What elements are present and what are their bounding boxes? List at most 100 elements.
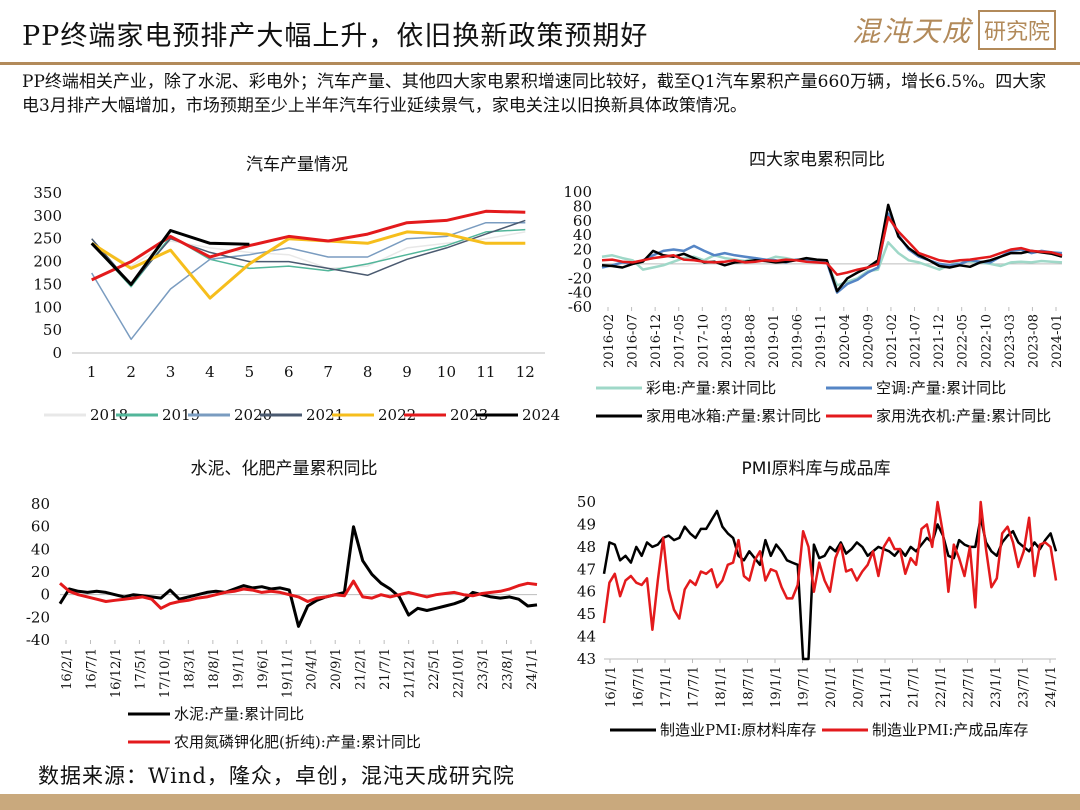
x-tick-label: 21/12/1: [403, 648, 418, 698]
y-tick-label: 46: [577, 583, 596, 601]
y-tick-label: 60: [573, 212, 592, 230]
x-tick-label: 18/8/1: [207, 648, 222, 690]
x-tick-label: 11: [476, 363, 495, 381]
x-tick-label: 2016-02: [602, 314, 617, 368]
y-tick-label: 0: [40, 586, 50, 604]
y-tick-label: 60: [31, 518, 50, 536]
x-tick-label: 23/7/1: [1017, 666, 1032, 708]
legend-label: 制造业PMI:产成品库存: [872, 721, 1028, 739]
chart-title: 水泥、化肥产量累积同比: [191, 459, 378, 479]
legend-label: 彩电:产量:累计同比: [646, 379, 776, 397]
x-tick-label: 8: [363, 363, 373, 381]
legend-label: 2022: [378, 406, 416, 424]
series-line-1: [58, 525, 538, 628]
y-tick-label: 100: [563, 183, 592, 201]
x-tick-label: 16/2/1: [60, 648, 75, 690]
y-tick-label: -40: [26, 631, 50, 649]
chart-legend: 2018 2019 2020 2021 2022 2023 2024: [44, 406, 560, 424]
y-tick-label: 300: [33, 207, 62, 225]
y-tick-label: 20: [573, 241, 592, 259]
y-tick-label: 50: [43, 321, 62, 339]
x-tick-label: 2021-12: [932, 314, 947, 368]
chart-4: PMI原料库与成品库 43 44 45 46 47 48 49 50 16/1/1 16/7/1 17…: [577, 459, 1059, 739]
x-tick-label: 21/1/1: [879, 666, 894, 708]
x-tick-label: 21/7/1: [907, 666, 922, 708]
x-tick-label: 16/7/1: [632, 666, 647, 708]
x-tick-label: 2024-01: [1050, 314, 1065, 368]
y-tick-label: -20: [26, 608, 50, 626]
x-tick-label: 6: [284, 363, 294, 381]
x-tick-label: 2: [126, 363, 136, 381]
series-line-4: [601, 215, 1063, 276]
x-tick-label: 19/1/1: [769, 666, 784, 708]
series-line-3: [601, 203, 1063, 293]
x-tick-label: 22/7/1: [962, 666, 977, 708]
x-tick-label: 1: [87, 363, 97, 381]
y-tick-label: 200: [33, 253, 62, 271]
x-tick-label: 18/1/1: [714, 666, 729, 708]
x-tick-label: 20/9/1: [329, 648, 344, 690]
x-tick-label: 7: [323, 363, 333, 381]
x-tick-label: 21/7/1: [378, 648, 393, 690]
chart-legend: 制造业PMI:原材料库存 制造业PMI:产成品库存: [610, 721, 1028, 739]
x-tick-label: 17/7/1: [687, 666, 702, 708]
legend-label: 空调:产量:累计同比: [876, 379, 1006, 397]
legend-label: 2023: [450, 406, 488, 424]
legend-label: 2021: [306, 406, 344, 424]
legend-label: 2018: [90, 406, 128, 424]
series-line-6: [91, 209, 526, 282]
x-tick-label: 17/5/1: [133, 648, 148, 690]
x-tick-label: 2018-03: [720, 314, 735, 368]
chart-title: PMI原料库与成品库: [742, 459, 891, 479]
y-tick-label: 40: [573, 226, 592, 244]
series-line-4: [91, 219, 526, 286]
logo-box-text: 研究院: [977, 10, 1056, 50]
series-line-2: [602, 500, 1058, 632]
y-tick-label: 80: [573, 197, 592, 215]
chart-3: 水泥、化肥产量累积同比 -40 -20 0 20 40 60 80 16/2/1 16/7/1 16…: [26, 459, 540, 751]
legend-label: 2019: [162, 406, 200, 424]
x-tick-label: 19/1/1: [231, 648, 246, 690]
footer-band: [0, 794, 1080, 810]
chart-title: 四大家电累积同比: [749, 150, 885, 170]
x-tick-label: 24/1/1: [1044, 666, 1059, 708]
y-tick-label: -20: [568, 269, 592, 287]
x-tick-label: 18/7/1: [742, 666, 757, 708]
x-tick-label: 2023-08: [1026, 314, 1041, 368]
x-tick-label: 20/7/1: [852, 666, 867, 708]
x-tick-label: 21/2/1: [354, 648, 369, 690]
legend-label: 2024: [522, 406, 560, 424]
x-tick-label: 23/8/1: [501, 648, 516, 690]
x-tick-label: 17/1/1: [659, 666, 674, 708]
y-tick-label: 80: [31, 495, 50, 513]
y-tick-label: 40: [31, 540, 50, 558]
x-tick-label: 23/3/1: [476, 648, 491, 690]
x-tick-label: 16/7/1: [84, 648, 99, 690]
x-tick-label: 18/3/1: [182, 648, 197, 690]
title-divider: [0, 62, 1080, 65]
y-tick-label: -60: [568, 298, 592, 316]
legend-label: 水泥:产量:累计同比: [174, 705, 304, 723]
x-tick-label: 2019-06: [791, 314, 806, 368]
x-tick-label: 2023-03: [1003, 314, 1018, 368]
legend-label: 家用洗衣机:产量:累计同比: [876, 407, 1051, 425]
legend-label: 家用电冰箱:产量:累计同比: [646, 407, 821, 425]
x-tick-label: 2018-08: [743, 314, 758, 368]
x-tick-label: 17/10/1: [158, 648, 173, 698]
series-line-7: [90, 229, 250, 286]
legend-label: 2020: [234, 406, 272, 424]
x-tick-label: 2021-07: [909, 314, 924, 368]
y-tick-label: 47: [577, 560, 596, 578]
y-tick-label: 250: [33, 230, 62, 248]
page-title: PP终端家电预排产大幅上升，依旧换新政策预期好: [22, 21, 649, 52]
x-tick-label: 20/4/1: [305, 648, 320, 690]
x-tick-label: 2020-09: [861, 314, 876, 368]
x-tick-label: 22/10/1: [452, 648, 467, 698]
y-tick-label: 43: [577, 650, 596, 668]
x-tick-label: 20/1/1: [824, 666, 839, 708]
x-tick-label: 16/12/1: [109, 648, 124, 698]
